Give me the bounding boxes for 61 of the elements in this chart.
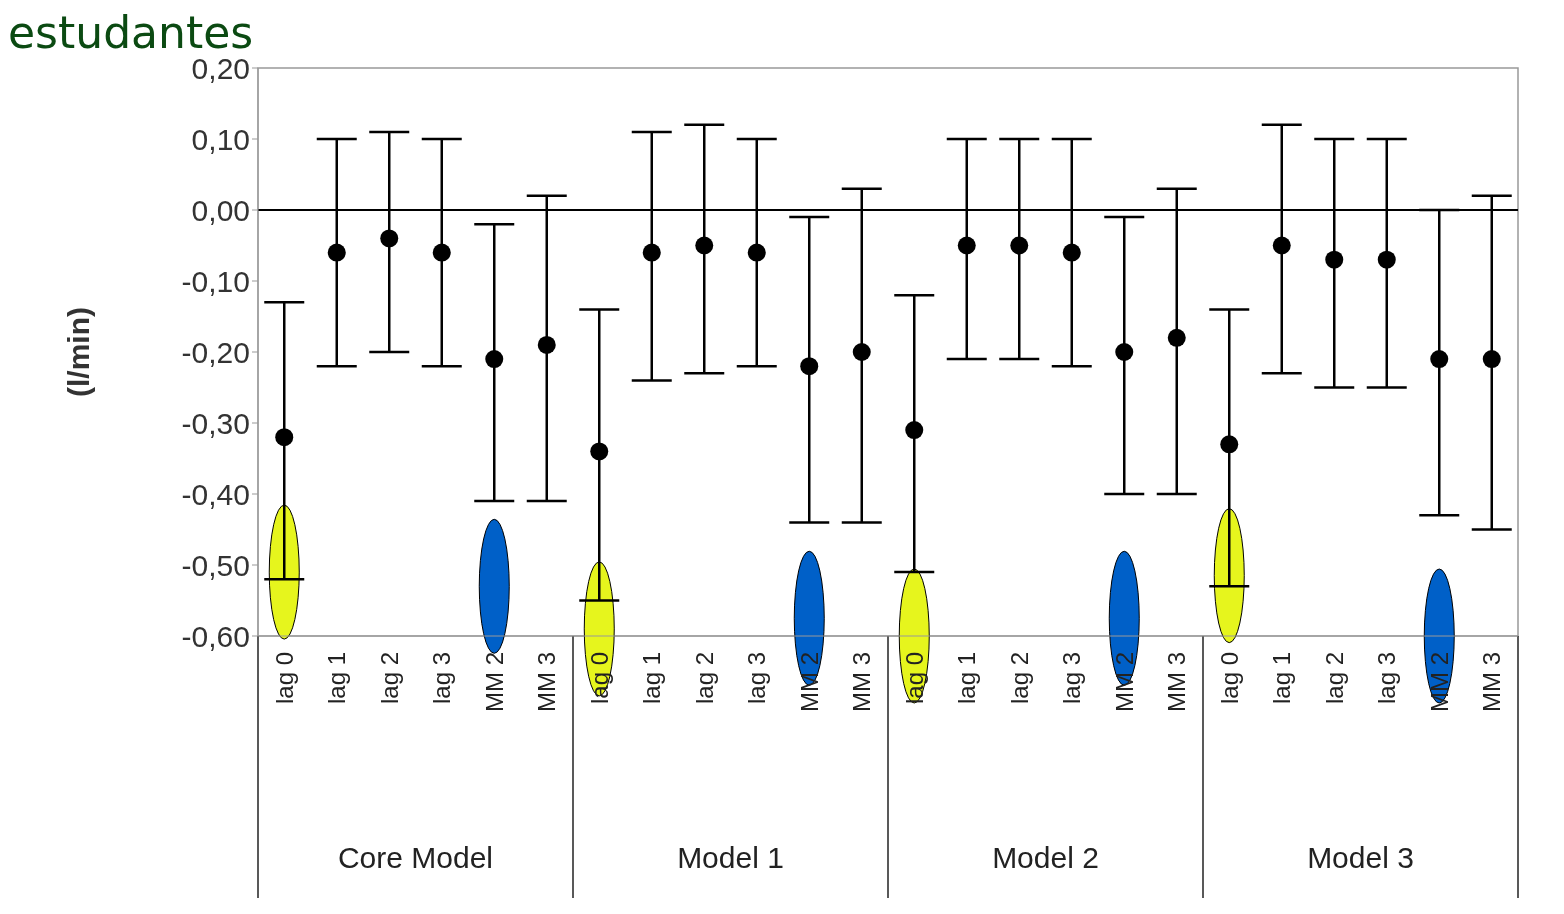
x-tick-label: lag 1	[953, 652, 981, 705]
x-tick-label: MM 3	[1478, 652, 1506, 712]
x-tick-label: lag 3	[428, 652, 456, 705]
point	[800, 357, 819, 376]
point	[1482, 350, 1501, 369]
y-tick-label: 0,00	[191, 193, 250, 227]
point	[1325, 250, 1344, 269]
x-tick-label: lag 2	[690, 652, 718, 705]
y-tick-label: -0,40	[181, 477, 250, 511]
y-tick-label: -0,30	[181, 406, 250, 440]
y-tick-label: -0,60	[181, 619, 250, 653]
x-tick-label: lag 0	[1215, 652, 1243, 705]
x-tick-label: lag 0	[270, 652, 298, 705]
y-axis-title: (l/min)	[61, 307, 95, 397]
x-tick-label: lag 1	[323, 652, 351, 705]
text: Model 2	[992, 841, 1099, 874]
point	[432, 243, 451, 262]
text: Core Model	[337, 841, 494, 874]
point	[1220, 435, 1239, 454]
point	[1272, 236, 1291, 255]
x-tick-label: MM 2	[480, 652, 508, 712]
text: Model 3	[1307, 841, 1414, 874]
x-tick-label: lag 3	[1058, 652, 1086, 705]
x-tick-label: lag 3	[1373, 652, 1401, 705]
point	[1430, 350, 1449, 369]
point	[957, 236, 976, 255]
x-tick-label: lag 0	[900, 652, 928, 705]
point	[485, 350, 504, 369]
point	[1167, 328, 1186, 347]
point	[537, 335, 556, 354]
y-tick-label: -0,20	[181, 335, 250, 369]
point	[275, 428, 294, 447]
x-tick-label: MM 2	[1110, 652, 1138, 712]
point	[1377, 250, 1396, 269]
x-tick-label: MM 3	[533, 652, 561, 712]
text: Model 1	[677, 841, 784, 874]
x-tick-label: lag 1	[638, 652, 666, 705]
point	[380, 229, 399, 248]
x-tick-label: lag 3	[743, 652, 771, 705]
x-tick-label: lag 2	[375, 652, 403, 705]
point	[590, 442, 609, 461]
point	[695, 236, 714, 255]
y-tick-label: -0,50	[181, 548, 250, 582]
x-tick-label: MM 3	[1163, 652, 1191, 712]
y-tick-label: -0,10	[181, 264, 250, 298]
x-tick-label: lag 2	[1320, 652, 1348, 705]
x-tick-label: MM 2	[1425, 652, 1453, 712]
point	[1115, 343, 1134, 361]
point	[1062, 243, 1081, 262]
point	[327, 243, 346, 262]
x-tick-label: lag 0	[585, 652, 613, 705]
x-tick-label: MM 3	[848, 652, 876, 712]
x-tick-label: lag 2	[1005, 652, 1033, 705]
x-tick-label: MM 2	[795, 652, 823, 712]
point	[747, 243, 766, 262]
y-tick-label: 0,10	[191, 122, 250, 156]
x-tick-label: lag 1	[1268, 652, 1296, 705]
point	[1010, 236, 1029, 255]
point	[905, 421, 924, 440]
point	[852, 343, 871, 361]
point	[642, 243, 661, 262]
